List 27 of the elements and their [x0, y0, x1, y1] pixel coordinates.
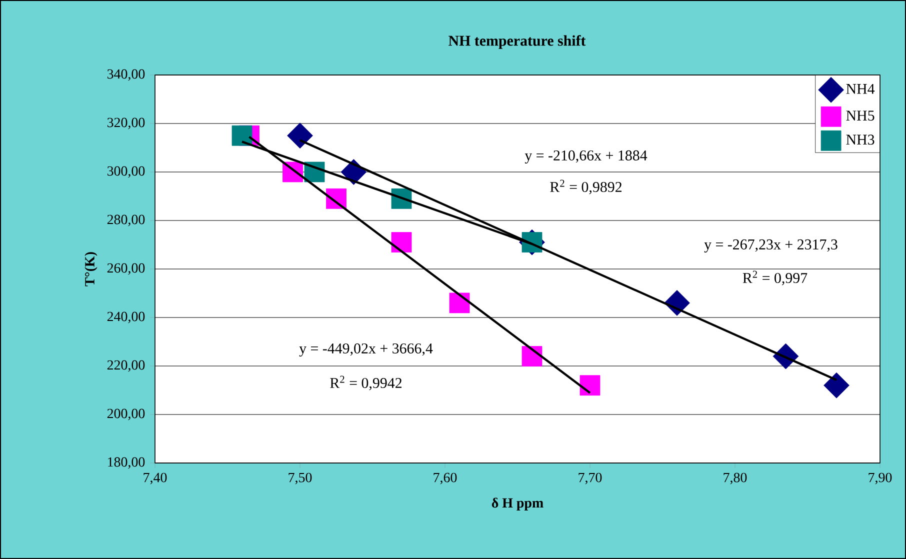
annotation: R$^{2}$ = 0,9942: [330, 376, 402, 390]
x-tick-label: 7,50: [288, 472, 312, 484]
chart-title: NH temperature shift: [448, 35, 586, 49]
annotation: y = -449,02x + 3666,4: [299, 343, 433, 357]
y-tick-label: 340,00: [107, 69, 145, 81]
y-axis-title: T°(K): [84, 252, 98, 286]
y-tick-label: 220,00: [107, 360, 145, 372]
y-tick-label: 180,00: [108, 457, 145, 469]
x-tick-label: 7,80: [724, 472, 747, 484]
y-tick-label: 300,00: [107, 166, 145, 178]
annotation: R$^{2}$ = 0,9892: [550, 180, 622, 194]
y-tick-label: 200,00: [107, 408, 145, 420]
y-tick-label: 260,00: [107, 263, 145, 275]
legend-label: NH3: [846, 134, 874, 145]
legend-label: NH4: [846, 84, 875, 94]
x-tick-label: 7,90: [868, 472, 892, 484]
y-tick-label: 240,00: [107, 312, 145, 324]
legend-label: NH5: [846, 110, 874, 121]
x-tick-label: 7,40: [144, 472, 167, 484]
x-tick-label: 7,70: [578, 472, 602, 484]
x-tick-label: 7,60: [434, 472, 457, 484]
annotation: R$^{2}$ = 0,997: [742, 270, 808, 286]
x-axis-title: δ H ppm: [492, 498, 544, 510]
y-tick-label: 320,00: [107, 118, 145, 130]
annotation: y = -210,66x + 1884: [524, 150, 648, 164]
annotation: y = -267,23x + 2317,3: [704, 239, 838, 253]
y-tick-label: 280,00: [107, 214, 145, 226]
